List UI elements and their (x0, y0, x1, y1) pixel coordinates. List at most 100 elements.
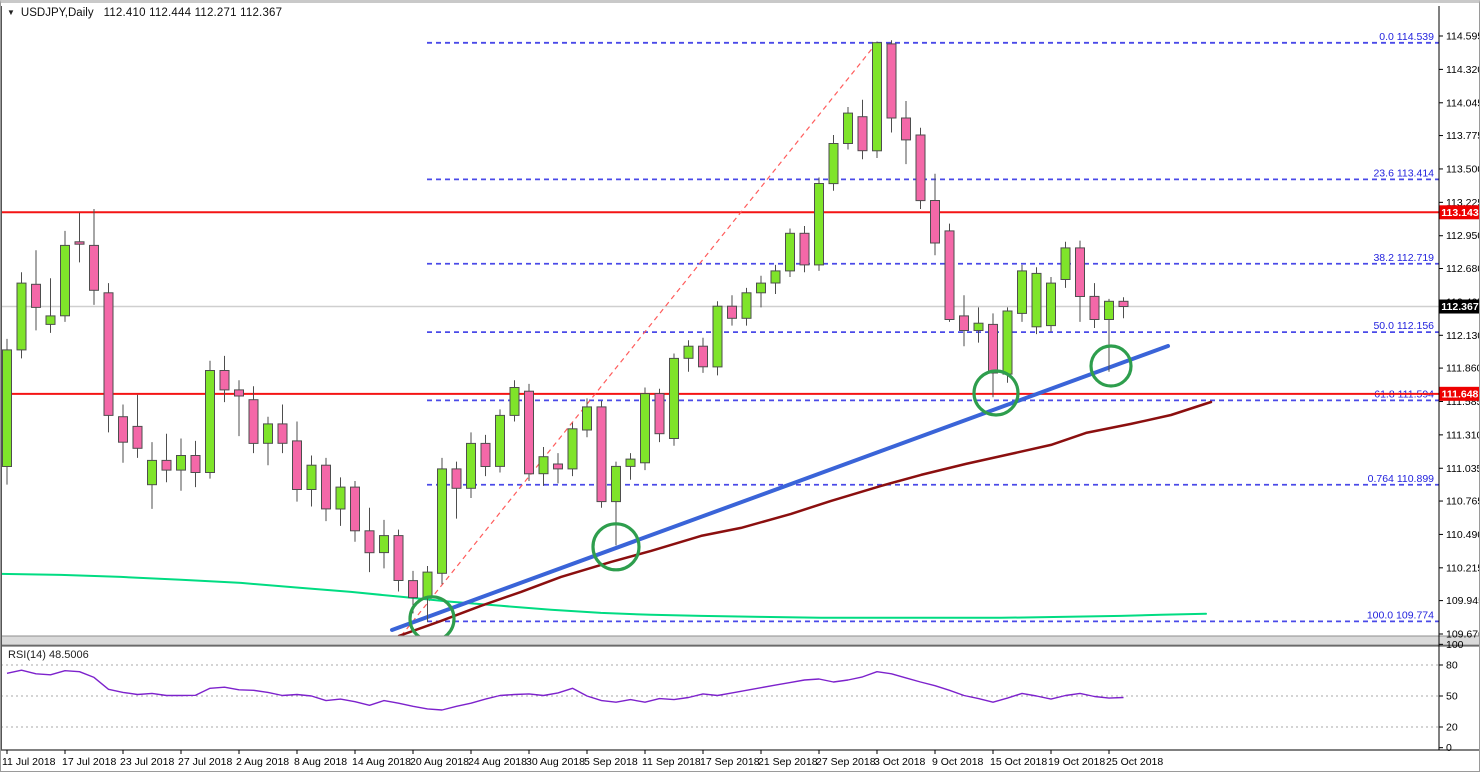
candle[interactable] (582, 406, 592, 431)
candle[interactable] (306, 464, 317, 491)
candle[interactable] (495, 414, 505, 467)
candle[interactable] (712, 305, 723, 368)
candle[interactable] (654, 393, 665, 435)
candle[interactable] (567, 428, 578, 470)
candle[interactable] (466, 442, 476, 489)
date-tick-label: 27 Jul 2018 (178, 756, 232, 768)
candle[interactable] (74, 241, 85, 245)
candle[interactable] (1089, 295, 1100, 320)
date-tick-label: 30 Aug 2018 (526, 756, 585, 768)
trendline[interactable] (390, 343, 1170, 632)
candle[interactable] (263, 423, 273, 444)
candle[interactable] (393, 535, 404, 581)
candle[interactable] (756, 282, 766, 294)
panel-separator[interactable] (1, 635, 1480, 646)
date-tick-label: 25 Oct 2018 (1106, 756, 1163, 768)
candle[interactable] (553, 463, 563, 470)
candle[interactable] (60, 244, 70, 317)
candle[interactable] (364, 530, 375, 554)
candle[interactable] (944, 230, 955, 320)
candle[interactable] (147, 459, 157, 486)
candle[interactable] (408, 580, 418, 599)
candle[interactable] (350, 486, 360, 532)
annotation-circle[interactable] (972, 369, 1020, 417)
candle[interactable] (335, 486, 346, 510)
fibonacci-level-label: 38.2 112.719 (1373, 252, 1434, 264)
candle[interactable] (509, 387, 520, 416)
rsi-indicator-label: RSI(14) 48.5006 (8, 649, 89, 661)
candle[interactable] (828, 143, 839, 185)
candle[interactable] (973, 322, 984, 332)
candle[interactable] (1031, 272, 1042, 328)
candle[interactable] (683, 345, 694, 359)
candle[interactable] (1075, 247, 1085, 297)
candle[interactable] (915, 134, 926, 202)
dashed-trend-line[interactable] (400, 39, 880, 637)
candle[interactable] (698, 345, 708, 368)
candle[interactable] (741, 292, 752, 319)
fibonacci-level-label: 0.0 114.539 (1379, 31, 1434, 43)
candle[interactable] (437, 468, 447, 574)
fibonacci-level-label: 50.0 112.156 (1373, 320, 1434, 332)
moving-average-green (1, 572, 1207, 619)
candle[interactable] (176, 455, 186, 471)
candle[interactable] (2, 349, 12, 467)
annotation-circle[interactable] (591, 522, 641, 572)
candle[interactable] (843, 112, 853, 144)
price-tick-label: 110.215 (1446, 562, 1480, 574)
candle[interactable] (451, 468, 462, 489)
candle[interactable] (988, 323, 998, 374)
price-tag (1439, 299, 1479, 314)
candle[interactable] (669, 357, 679, 439)
candle[interactable] (219, 370, 230, 391)
candle[interactable] (132, 425, 143, 449)
candle[interactable] (45, 315, 56, 325)
candle[interactable] (292, 440, 302, 490)
candle[interactable] (1002, 310, 1013, 375)
candle[interactable] (785, 232, 795, 272)
candle[interactable] (31, 283, 41, 308)
candle[interactable] (872, 42, 882, 152)
candle[interactable] (234, 389, 244, 397)
candle[interactable] (103, 292, 114, 416)
candle[interactable] (538, 456, 549, 475)
candle[interactable] (814, 183, 824, 266)
candle[interactable] (321, 464, 331, 510)
candle[interactable] (1046, 282, 1056, 327)
candle[interactable] (959, 315, 969, 331)
candle[interactable] (1118, 300, 1129, 307)
candle[interactable] (422, 571, 433, 599)
candle[interactable] (640, 393, 650, 464)
candle[interactable] (161, 459, 172, 471)
rsi-tick-label: 80 (1446, 660, 1458, 672)
candle[interactable] (118, 416, 128, 443)
date-tick-label: 11 Jul 2018 (2, 756, 56, 768)
candle[interactable] (799, 232, 810, 266)
candle[interactable] (277, 423, 288, 444)
candle[interactable] (16, 282, 27, 351)
candle[interactable] (625, 458, 636, 467)
candle[interactable] (205, 370, 215, 473)
candle[interactable] (190, 455, 201, 473)
candle[interactable] (480, 442, 491, 467)
candle[interactable] (1017, 270, 1027, 314)
candle[interactable] (1104, 300, 1114, 320)
candle[interactable] (857, 116, 868, 152)
candle[interactable] (727, 305, 737, 319)
price-chart[interactable]: 0.0 114.539 23.6 113.414 38.2 112.719 50.0 … (1, 3, 1480, 772)
candle[interactable] (379, 535, 389, 554)
candle[interactable] (1060, 247, 1071, 280)
candle[interactable] (901, 117, 911, 141)
symbol-dropdown-icon[interactable]: ▼ (7, 8, 15, 17)
candle[interactable] (770, 270, 781, 284)
candle[interactable] (611, 465, 621, 503)
candle[interactable] (89, 244, 99, 291)
price-tick-label: 109.945 (1446, 595, 1480, 607)
annotation-circle[interactable] (1089, 344, 1133, 388)
candle[interactable] (596, 406, 607, 503)
candle[interactable] (930, 200, 940, 244)
candle[interactable] (886, 43, 897, 119)
date-tick-label: 11 Sep 2018 (642, 756, 701, 768)
candle[interactable] (524, 390, 534, 475)
candle[interactable] (248, 399, 259, 444)
